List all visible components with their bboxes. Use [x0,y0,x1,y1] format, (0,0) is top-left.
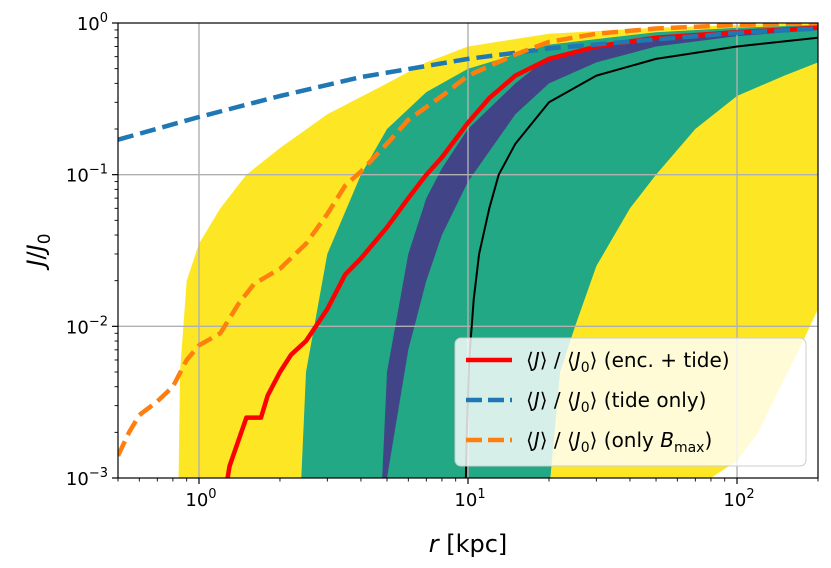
legend: ⟨J⟩ / ⟨J0⟩ (enc. + tide) ⟨J⟩ / ⟨J0⟩ (tid… [454,337,807,467]
x-tick-label: 101 [454,487,485,511]
y-tick-label: 100 [77,11,108,35]
series-lines [118,23,818,478]
series-line-only_bmax [118,23,818,457]
y-tick-label: 10−1 [66,163,108,187]
series-line-enc_tide [225,25,818,478]
x-tick-label: 102 [723,487,754,511]
legend-box [454,337,807,467]
band-inner [382,26,818,478]
legend-label-enc-tide: ⟨J⟩ / ⟨J0⟩ (enc. + tide) [526,348,730,376]
x-tick-label: 100 [185,487,216,511]
series-line-tide_only [118,26,818,142]
y-tick-label: 10−2 [66,314,108,338]
legend-label-only-bmax: ⟨J⟩ / ⟨J0⟩ (only Bmax) [526,428,712,456]
ticks [112,22,819,484]
x-axis-label: r [kpc] [429,530,508,558]
y-axis-label: J/J0 [22,233,55,270]
tick-labels: 100 101 102 10−3 10−2 10−1 100 [66,11,755,511]
band-middle [301,25,818,478]
legend-label-tide-only: ⟨J⟩ / ⟨J0⟩ (tide only) [526,388,706,416]
y-tick-label: 10−3 [66,466,108,490]
grid [118,23,818,478]
